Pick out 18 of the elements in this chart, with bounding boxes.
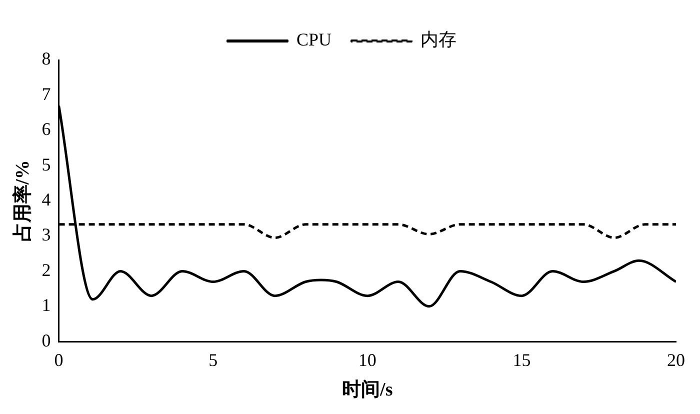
y-tick-label: 3	[42, 224, 51, 245]
x-tick-label: 15	[512, 350, 531, 370]
x-axis-title: 时间/s	[342, 378, 393, 401]
x-tick-label: 0	[54, 350, 64, 370]
y-tick-label: 2	[42, 260, 51, 280]
x-tick-label: 10	[358, 350, 376, 370]
y-axis-title: 占用率/%	[11, 160, 34, 242]
x-tick-label: 5	[208, 350, 218, 370]
y-tick-label: 0	[42, 330, 51, 350]
y-tick-label: 5	[42, 154, 51, 174]
legend-label: CPU	[296, 30, 332, 50]
y-tick-label: 7	[42, 84, 51, 104]
x-tick-label: 20	[667, 350, 685, 370]
legend-label: 内存	[420, 30, 457, 50]
y-tick-label: 8	[42, 48, 51, 69]
y-tick-label: 4	[42, 190, 51, 210]
y-tick-label: 1	[42, 295, 51, 316]
y-tick-label: 6	[42, 119, 51, 140]
